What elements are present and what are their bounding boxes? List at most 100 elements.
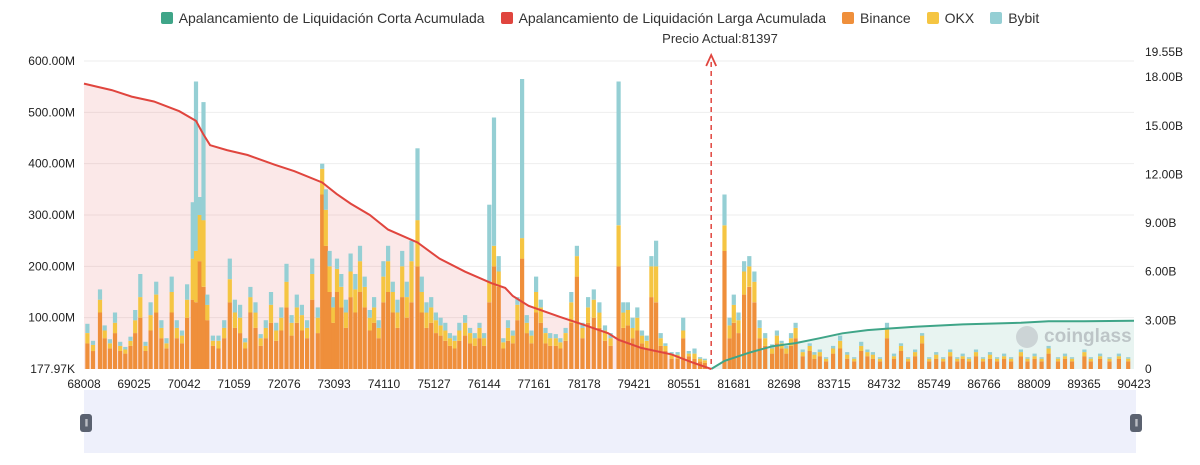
bar-binance <box>274 340 279 369</box>
bar-okx <box>995 358 1000 362</box>
bar-bybit <box>702 358 707 361</box>
bar-okx <box>193 250 199 303</box>
bar-bybit <box>784 345 789 349</box>
bar-okx <box>185 299 190 318</box>
bar-okx <box>870 354 875 359</box>
bar-okx <box>1116 356 1121 359</box>
bar-bybit <box>906 357 911 359</box>
bar-okx <box>443 330 448 341</box>
bar-binance <box>602 340 608 369</box>
bar-binance <box>1098 358 1103 369</box>
bar-binance <box>534 312 539 369</box>
legend-item-short-cum[interactable]: Apalancamiento de Liquidación Corta Acum… <box>160 10 485 26</box>
legend-swatch-short-cum <box>160 12 173 24</box>
bar-bybit <box>654 240 659 267</box>
bar-bybit <box>419 276 424 292</box>
bar-binance <box>586 322 591 369</box>
left-axis-tick-label: 200.00M <box>28 259 75 273</box>
bar-bybit <box>279 307 284 318</box>
coinglass-logo-icon <box>1016 326 1038 348</box>
legend-item-long-cum[interactable]: Apalancamiento de Liquidación Larga Acum… <box>500 10 826 26</box>
bar-bybit <box>817 349 822 353</box>
bar-binance <box>644 348 649 369</box>
bar-binance <box>102 338 107 369</box>
bar-binance <box>591 317 596 369</box>
bar-okx <box>289 322 294 336</box>
legend-swatch-binance <box>842 12 855 24</box>
bar-binance <box>1018 356 1023 369</box>
bar-okx <box>128 340 133 346</box>
bar-binance <box>845 358 850 369</box>
slider-left-handle[interactable]: || <box>80 414 92 432</box>
bar-bybit <box>865 349 870 353</box>
legend-item-okx[interactable]: OKX <box>926 10 974 26</box>
bar-bybit <box>515 297 520 305</box>
bar-binance <box>941 361 946 369</box>
bar-okx <box>852 358 857 362</box>
bar-bybit <box>1046 345 1051 349</box>
bar-okx <box>884 327 890 339</box>
x-axis-tick-label: 88009 <box>1017 377 1051 391</box>
bar-bybit <box>1126 357 1131 359</box>
bar-bybit <box>258 334 263 339</box>
bar-binance <box>216 348 221 369</box>
bar-bybit <box>138 274 143 298</box>
x-axis-tick-label: 72076 <box>267 377 301 391</box>
bar-okx <box>654 266 659 303</box>
bar-binance <box>884 338 890 369</box>
bar-bybit <box>268 292 274 305</box>
bar-okx <box>1018 352 1023 357</box>
bar-bybit <box>973 349 979 353</box>
bar-okx <box>529 335 534 344</box>
bar-binance <box>305 338 310 369</box>
x-axis-tick-label: 71059 <box>217 377 251 391</box>
bar-bybit <box>722 194 727 226</box>
bar-bybit <box>602 325 608 331</box>
bar-okx <box>334 268 340 292</box>
bar-okx <box>243 342 248 349</box>
bar-okx <box>143 345 148 351</box>
bar-binance <box>793 338 798 369</box>
bar-okx <box>112 322 118 334</box>
bar-bybit <box>310 258 315 274</box>
bar-bybit <box>757 320 762 328</box>
bar-okx <box>793 327 798 339</box>
bar-binance <box>263 338 268 369</box>
bar-bybit <box>487 204 492 282</box>
x-axis-tick-label: 85749 <box>917 377 951 391</box>
zoom-slider[interactable] <box>84 390 1136 453</box>
bar-okx <box>859 345 864 351</box>
bar-okx <box>824 358 829 362</box>
bar-bybit <box>891 353 897 357</box>
bar-okx <box>505 327 511 341</box>
bar-okx <box>966 358 972 362</box>
bar-okx <box>179 335 185 344</box>
bar-bybit <box>284 263 289 282</box>
bar-okx <box>424 312 429 328</box>
bar-okx <box>580 327 585 339</box>
bar-bybit <box>372 297 377 308</box>
bar-binance <box>1088 361 1093 369</box>
bar-binance <box>482 345 487 369</box>
slider-right-handle[interactable]: || <box>1130 414 1142 432</box>
bar-binance <box>960 358 965 369</box>
bar-binance <box>987 358 993 369</box>
bar-bybit <box>327 250 332 267</box>
bar-okx <box>299 315 304 331</box>
bar-bybit <box>1069 357 1075 359</box>
bar-binance <box>779 348 784 369</box>
legend-item-bybit[interactable]: Bybit <box>990 10 1039 26</box>
bar-binance <box>334 292 340 369</box>
bar-okx <box>447 338 452 346</box>
bar-binance <box>1025 361 1030 369</box>
bar-okx <box>390 292 395 313</box>
bar-bybit <box>941 357 946 359</box>
legend-item-binance[interactable]: Binance <box>842 10 911 26</box>
bar-okx <box>569 302 574 323</box>
bar-binance <box>774 343 779 369</box>
bar-okx <box>597 312 602 328</box>
bar-okx <box>898 345 904 351</box>
bar-binance <box>253 327 258 369</box>
bar-okx <box>491 245 497 267</box>
bar-okx <box>752 281 757 303</box>
